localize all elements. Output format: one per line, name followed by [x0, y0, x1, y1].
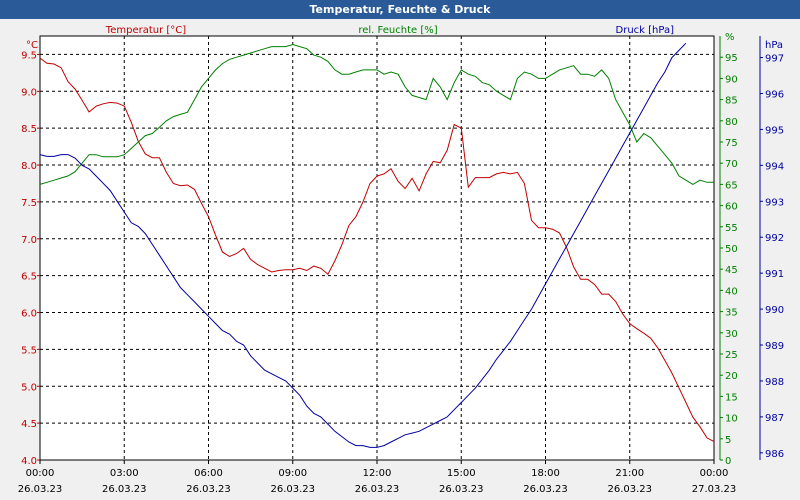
- temp-axis-title: Temperatur [°C]: [105, 25, 186, 36]
- hum-series-line: [39, 43, 714, 185]
- humidity-tick-label: 70: [725, 159, 738, 170]
- pressure-tick-label: 994: [765, 161, 784, 172]
- humidity-tick-label: 85: [725, 96, 738, 107]
- temp-tick-label: 8.0: [21, 161, 37, 172]
- x-tick-time: 03:00: [110, 468, 139, 479]
- pressure-tick-label: 986: [765, 449, 784, 460]
- humidity-tick-label: 50: [725, 244, 738, 255]
- pressure-tick-label: 993: [765, 197, 784, 208]
- humidity-tick-label: 20: [725, 371, 738, 382]
- pressure-tick-label: 996: [765, 89, 784, 100]
- x-tick-date: 26.03.23: [523, 484, 568, 495]
- temp-tick-label: 4.5: [21, 419, 37, 430]
- x-tick-date: 26.03.23: [270, 484, 315, 495]
- x-tick-time: 21:00: [615, 468, 644, 479]
- chart: 4.0 4.5 5.0 5.5 6.0 6.5 7.0 7.5 8.0 8.5 9.0 9.5°C 0 5…: [18, 25, 784, 495]
- x-tick-date: 26.03.23: [607, 484, 652, 495]
- x-tick-date: 26.03.23: [18, 484, 63, 495]
- humidity-tick-label: 5: [725, 435, 731, 446]
- press-series-line: [39, 42, 687, 448]
- temp-tick-label: 7.5: [21, 198, 37, 209]
- temp-tick-label: 6.5: [21, 272, 37, 283]
- temp-tick-label: 9.5: [21, 50, 37, 61]
- humidity-tick-label: 0: [725, 456, 731, 467]
- pressure-tick-label: 995: [765, 125, 784, 136]
- humidity-tick-label: 80: [725, 117, 738, 128]
- pressure-tick-label: 988: [765, 377, 784, 388]
- humidity-tick-label: 55: [725, 223, 738, 234]
- x-tick-time: 00:00: [26, 468, 55, 479]
- x-tick-time: 12:00: [363, 468, 392, 479]
- x-tick-time: 15:00: [447, 468, 476, 479]
- humidity-tick-label: 10: [725, 414, 738, 425]
- x-tick-date: 26.03.23: [186, 484, 231, 495]
- window-title: Temperatur, Feuchte & Druck: [0, 0, 800, 19]
- temp-tick-label: 9.0: [21, 87, 37, 98]
- temp-tick-label: 7.0: [21, 235, 37, 246]
- pressure-tick-label: 989: [765, 341, 784, 352]
- humidity-tick-label: 95: [725, 53, 738, 64]
- x-tick-date: 26.03.23: [439, 484, 484, 495]
- temp-unit-label: °C: [26, 40, 38, 51]
- temp-tick-label: 4.0: [21, 456, 37, 467]
- humidity-tick-label: 90: [725, 74, 738, 85]
- humidity-tick-label: 75: [725, 138, 738, 149]
- humidity-tick-label: 45: [725, 265, 738, 276]
- temp-tick-label: 5.0: [21, 382, 37, 393]
- x-tick-time: 09:00: [278, 468, 307, 479]
- humidity-tick-label: 65: [725, 180, 738, 191]
- x-tick-time: 06:00: [194, 468, 223, 479]
- temp-tick-label: 5.5: [21, 345, 37, 356]
- humidity-tick-label: 35: [725, 308, 738, 319]
- temp-tick-label: 8.5: [21, 124, 37, 135]
- x-tick-date: 26.03.23: [102, 484, 147, 495]
- x-tick-date: 26.03.23: [355, 484, 400, 495]
- humidity-tick-label: %: [725, 32, 735, 43]
- humidity-tick-label: 30: [725, 329, 738, 340]
- temp-tick-label: 6.0: [21, 309, 37, 320]
- pressure-tick-label: 992: [765, 233, 784, 244]
- humidity-tick-label: 15: [725, 392, 738, 403]
- pressure-tick-label: hPa: [765, 40, 783, 51]
- hum-axis-title: rel. Feuchte [%]: [358, 25, 437, 36]
- x-tick-date: 27.03.23: [692, 484, 737, 495]
- pressure-tick-label: 987: [765, 413, 784, 424]
- press-axis-title: Druck [hPa]: [616, 25, 675, 36]
- humidity-tick-label: 40: [725, 286, 738, 297]
- pressure-tick-label: 991: [765, 269, 784, 280]
- x-tick-time: 18:00: [531, 468, 560, 479]
- humidity-tick-label: 25: [725, 350, 738, 361]
- pressure-tick-label: 997: [765, 54, 784, 65]
- x-tick-time: 00:00: [700, 468, 729, 479]
- pressure-tick-label: 990: [765, 305, 784, 316]
- humidity-tick-label: 60: [725, 202, 738, 213]
- temp-series-line: [39, 57, 715, 443]
